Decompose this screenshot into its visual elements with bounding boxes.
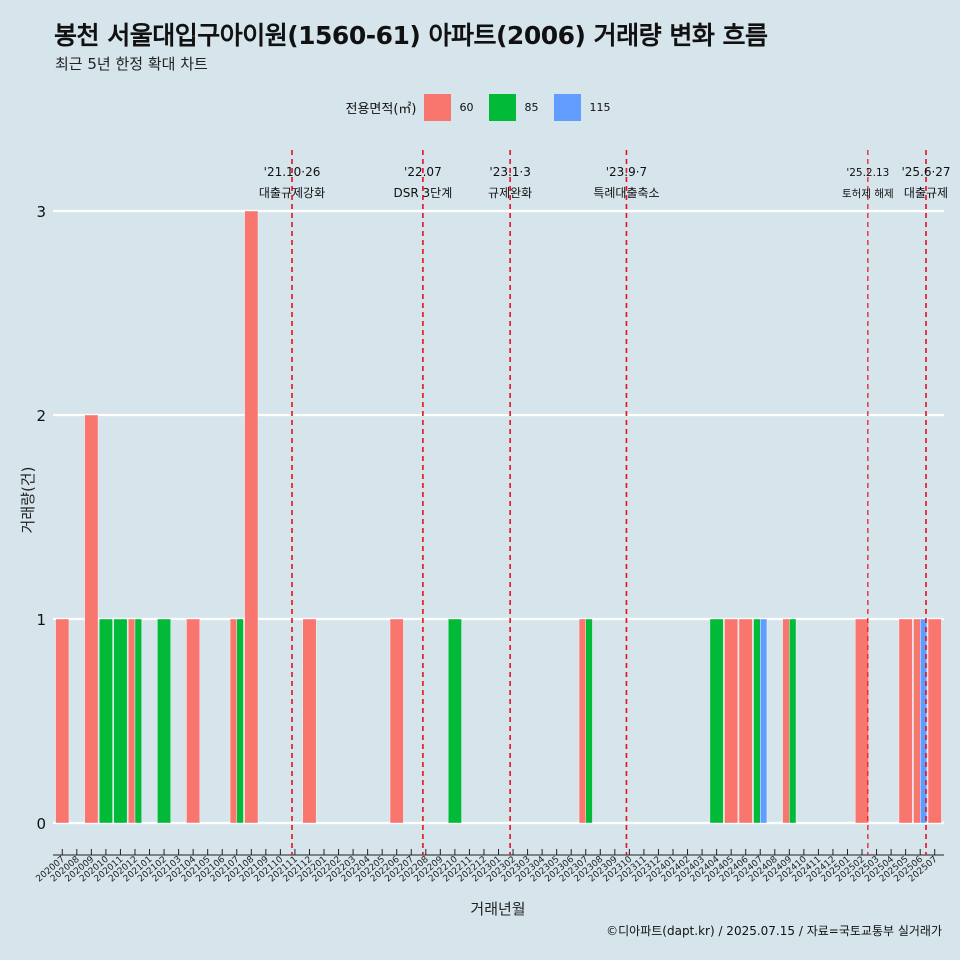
- chart-title: 봉천 서울대입구아이원(1560-61) 아파트(2006) 거래량 변화 흐름: [54, 21, 768, 50]
- bar-202206-60: [389, 618, 404, 824]
- legend-swatch-60: [424, 93, 452, 121]
- bar-202102-85: [157, 618, 171, 824]
- y-tick-label-3: 3: [36, 203, 46, 221]
- legend-item-85: 85: [489, 93, 546, 121]
- bar-202112-60: [302, 618, 317, 824]
- bar-202107-85: [236, 618, 244, 824]
- source-caption: ©디아파트(dapt.kr) / 2025.07.15 / 자료=국토교통부 실…: [606, 924, 942, 938]
- bar-202502-60: [855, 618, 869, 824]
- bar-202010-85: [99, 618, 113, 824]
- bar-202307-85: [585, 618, 593, 824]
- bar-202210-85: [447, 618, 462, 824]
- bar-202506-115: [919, 618, 928, 824]
- legend: 전용면적(㎡) 60 85 115: [0, 93, 960, 121]
- bar-202009-60: [84, 414, 99, 824]
- event-label-2: 규제완화: [488, 186, 532, 200]
- event-label-4: 토허제 해제: [842, 187, 894, 200]
- event-date-3: '23.9·7: [606, 165, 647, 179]
- chart-subtitle: 최근 5년 한정 확대 차트: [55, 55, 208, 73]
- legend-swatch-115: [554, 93, 582, 121]
- bar-202012-85: [134, 618, 142, 824]
- legend-item-60: 60: [424, 93, 481, 121]
- legend-label-60: 60: [459, 100, 474, 114]
- bar-202405-60: [724, 618, 739, 824]
- bar-202507-60: [927, 618, 942, 824]
- bar-202007-60: [55, 618, 70, 824]
- x-axis-title: 거래년월: [470, 900, 525, 918]
- event-date-1: '22.07: [404, 165, 442, 179]
- legend-label-85: 85: [524, 100, 539, 114]
- y-tick-label-2: 2: [36, 407, 46, 425]
- bar-202407-115: [760, 618, 768, 824]
- y-axis-title: 거래량(건): [19, 467, 37, 534]
- y-tick-label-0: 0: [36, 815, 46, 833]
- bar-202307-60: [578, 618, 586, 824]
- legend-label-115: 115: [589, 100, 611, 114]
- bar-202108-60: [244, 210, 259, 824]
- bar-202506-60: [913, 618, 921, 824]
- bar-202404-85: [709, 618, 724, 824]
- bar-202409-85: [789, 618, 797, 824]
- event-label-0: 대출규제강화: [259, 186, 325, 200]
- legend-title: 전용면적(㎡): [345, 101, 417, 117]
- legend-item-115: 115: [554, 93, 618, 121]
- bar-202407-85: [753, 618, 761, 824]
- y-tick-label-1: 1: [36, 611, 46, 629]
- event-label-1: DSR 3단계: [394, 186, 453, 200]
- event-label-3: 특례대출축소: [593, 186, 659, 200]
- event-date-0: '21.10·26: [264, 165, 321, 179]
- legend-swatch-85: [489, 93, 517, 121]
- event-date-4: '25.2.13: [846, 167, 889, 179]
- event-date-5: '25.6·27: [901, 165, 950, 179]
- bar-202011-85: [113, 618, 128, 824]
- event-date-2: '23.1·3: [489, 165, 530, 179]
- event-label-5: 대출규제: [904, 186, 948, 200]
- bar-202505-60: [898, 618, 913, 824]
- bar-202012-60: [128, 618, 136, 824]
- bar-202107-60: [229, 618, 237, 824]
- bar-202406-60: [738, 618, 753, 824]
- bar-202104-60: [186, 618, 201, 824]
- bar-202409-60: [782, 618, 790, 824]
